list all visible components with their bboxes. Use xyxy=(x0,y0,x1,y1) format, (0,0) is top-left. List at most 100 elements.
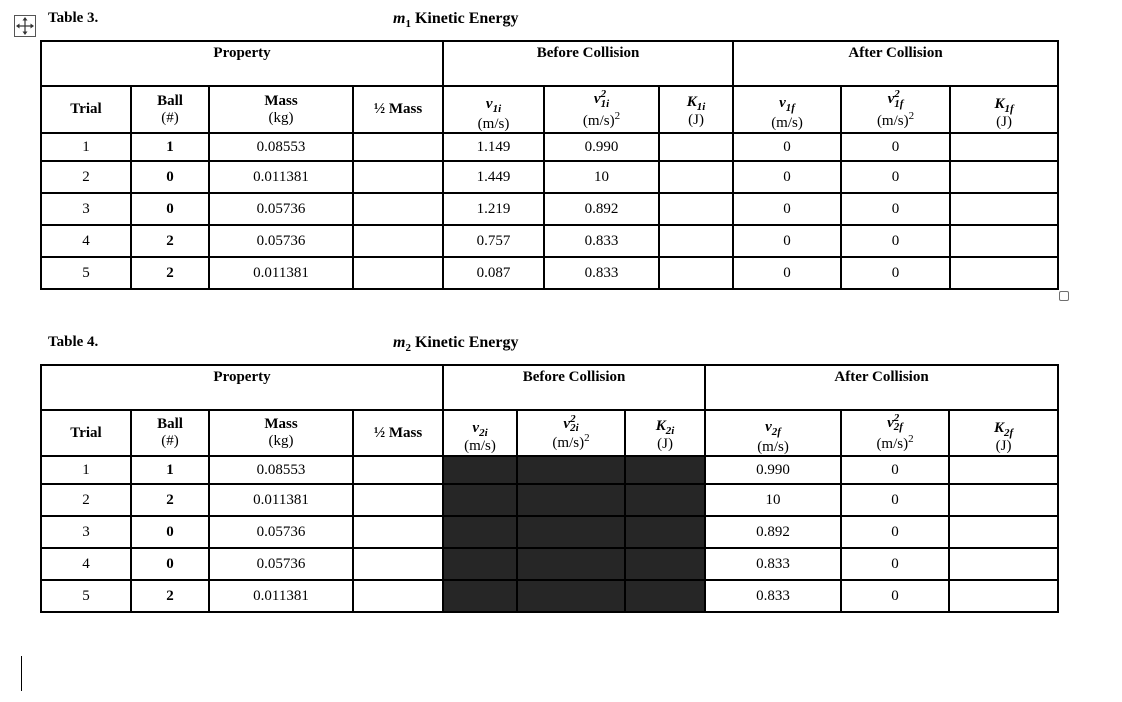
cell-v2-1f[interactable]: 0 xyxy=(840,256,952,290)
cell-k1i[interactable] xyxy=(658,224,735,258)
cell-v1f[interactable]: 0 xyxy=(732,160,843,194)
cell-k2f[interactable] xyxy=(948,547,1060,581)
cell-half-mass[interactable] xyxy=(351,483,445,517)
cell-v1f[interactable]: 0 xyxy=(732,132,843,162)
cell-v2i-shaded[interactable] xyxy=(442,515,519,549)
cell-v2-2f[interactable]: 0 xyxy=(840,515,951,549)
cell-trial[interactable]: 4 xyxy=(40,224,132,258)
cell-trial[interactable]: 4 xyxy=(40,547,132,581)
cell-ball[interactable]: 0 xyxy=(130,515,210,549)
cell-mass[interactable]: 0.011381 xyxy=(208,256,354,290)
cell-half-mass[interactable] xyxy=(351,579,445,613)
cell-trial[interactable]: 1 xyxy=(40,132,132,162)
cell-v2i-shaded[interactable] xyxy=(442,455,519,485)
cell-v2-1f[interactable]: 0 xyxy=(840,192,952,226)
cell-trial[interactable]: 1 xyxy=(40,455,132,485)
cell-ball[interactable]: 2 xyxy=(130,224,210,258)
cell-k2f[interactable] xyxy=(948,579,1060,613)
cell-k2f[interactable] xyxy=(948,515,1060,549)
cell-mass[interactable]: 0.08553 xyxy=(208,455,354,485)
cell-v1i[interactable]: 1.149 xyxy=(442,132,546,162)
cell-ball[interactable]: 2 xyxy=(130,483,210,517)
cell-v2-1f[interactable]: 0 xyxy=(840,132,952,162)
cell-v1f[interactable]: 0 xyxy=(732,256,843,290)
cell-k1i[interactable] xyxy=(658,192,735,226)
cell-k1f[interactable] xyxy=(949,224,1060,258)
cell-v2-1f[interactable]: 0 xyxy=(840,224,952,258)
cell-k2f[interactable] xyxy=(948,455,1060,485)
cell-half-mass[interactable] xyxy=(351,256,445,290)
cell-ball[interactable]: 0 xyxy=(130,547,210,581)
cell-mass[interactable]: 0.05736 xyxy=(208,224,354,258)
cell-v2-2i-shaded[interactable] xyxy=(516,579,627,613)
cell-half-mass[interactable] xyxy=(351,192,445,226)
cell-half-mass[interactable] xyxy=(351,224,445,258)
cell-ball[interactable]: 0 xyxy=(130,192,210,226)
cell-v2-1i[interactable]: 0.892 xyxy=(543,192,661,226)
cell-v2-2i-shaded[interactable] xyxy=(516,515,627,549)
cell-k1f[interactable] xyxy=(949,160,1060,194)
cell-v2-2f[interactable]: 0 xyxy=(840,455,951,485)
cell-mass[interactable]: 0.011381 xyxy=(208,160,354,194)
cell-mass[interactable]: 0.011381 xyxy=(208,579,354,613)
cell-mass[interactable]: 0.05736 xyxy=(208,192,354,226)
cell-v2-2f[interactable]: 0 xyxy=(840,579,951,613)
cell-v2-2i-shaded[interactable] xyxy=(516,547,627,581)
cell-v2-1f[interactable]: 0 xyxy=(840,160,952,194)
cell-half-mass[interactable] xyxy=(351,455,445,485)
cell-v2-1i[interactable]: 0.990 xyxy=(543,132,661,162)
table-move-handle[interactable] xyxy=(14,15,36,37)
cell-v2f[interactable]: 0.833 xyxy=(704,579,843,613)
cell-k1i[interactable] xyxy=(658,132,735,162)
cell-mass[interactable]: 0.08553 xyxy=(208,132,354,162)
cell-v2f[interactable]: 0.833 xyxy=(704,547,843,581)
cell-v1i[interactable]: 0.087 xyxy=(442,256,546,290)
cell-mass[interactable]: 0.011381 xyxy=(208,483,354,517)
cell-trial[interactable]: 2 xyxy=(40,160,132,194)
cell-v2f[interactable]: 10 xyxy=(704,483,843,517)
cell-v2-1i[interactable]: 0.833 xyxy=(543,224,661,258)
cell-ball[interactable]: 1 xyxy=(130,132,210,162)
cell-k1f[interactable] xyxy=(949,192,1060,226)
cell-k1f[interactable] xyxy=(949,132,1060,162)
cell-k1i[interactable] xyxy=(658,256,735,290)
cell-v2f[interactable]: 0.990 xyxy=(704,455,843,485)
cell-half-mass[interactable] xyxy=(351,132,445,162)
cell-v2i-shaded[interactable] xyxy=(442,483,519,517)
cell-ball[interactable]: 2 xyxy=(130,256,210,290)
cell-v1f[interactable]: 0 xyxy=(732,192,843,226)
cell-v2-2f[interactable]: 0 xyxy=(840,483,951,517)
cell-k2i-shaded[interactable] xyxy=(624,483,707,517)
cell-trial[interactable]: 5 xyxy=(40,256,132,290)
cell-mass[interactable]: 0.05736 xyxy=(208,515,354,549)
cell-v1i[interactable]: 0.757 xyxy=(442,224,546,258)
cell-trial[interactable]: 3 xyxy=(40,515,132,549)
cell-v1i[interactable]: 1.449 xyxy=(442,160,546,194)
cell-ball[interactable]: 0 xyxy=(130,160,210,194)
cell-k2i-shaded[interactable] xyxy=(624,455,707,485)
cell-k2i-shaded[interactable] xyxy=(624,547,707,581)
cell-v2f[interactable]: 0.892 xyxy=(704,515,843,549)
cell-k1i[interactable] xyxy=(658,160,735,194)
cell-ball[interactable]: 2 xyxy=(130,579,210,613)
cell-k2i-shaded[interactable] xyxy=(624,515,707,549)
cell-v2-2i-shaded[interactable] xyxy=(516,483,627,517)
cell-half-mass[interactable] xyxy=(351,160,445,194)
cell-half-mass[interactable] xyxy=(351,547,445,581)
cell-k1f[interactable] xyxy=(949,256,1060,290)
cell-ball[interactable]: 1 xyxy=(130,455,210,485)
cell-k2i-shaded[interactable] xyxy=(624,579,707,613)
cell-v2i-shaded[interactable] xyxy=(442,547,519,581)
cell-trial[interactable]: 5 xyxy=(40,579,132,613)
cell-trial[interactable]: 2 xyxy=(40,483,132,517)
cell-v1f[interactable]: 0 xyxy=(732,224,843,258)
cell-v2-2i-shaded[interactable] xyxy=(516,455,627,485)
cell-trial[interactable]: 3 xyxy=(40,192,132,226)
cell-v2-2f[interactable]: 0 xyxy=(840,547,951,581)
cell-v2-1i[interactable]: 0.833 xyxy=(543,256,661,290)
cell-k2f[interactable] xyxy=(948,483,1060,517)
cell-v2i-shaded[interactable] xyxy=(442,579,519,613)
table-resize-handle[interactable] xyxy=(1059,291,1069,301)
cell-v2-1i[interactable]: 10 xyxy=(543,160,661,194)
cell-mass[interactable]: 0.05736 xyxy=(208,547,354,581)
